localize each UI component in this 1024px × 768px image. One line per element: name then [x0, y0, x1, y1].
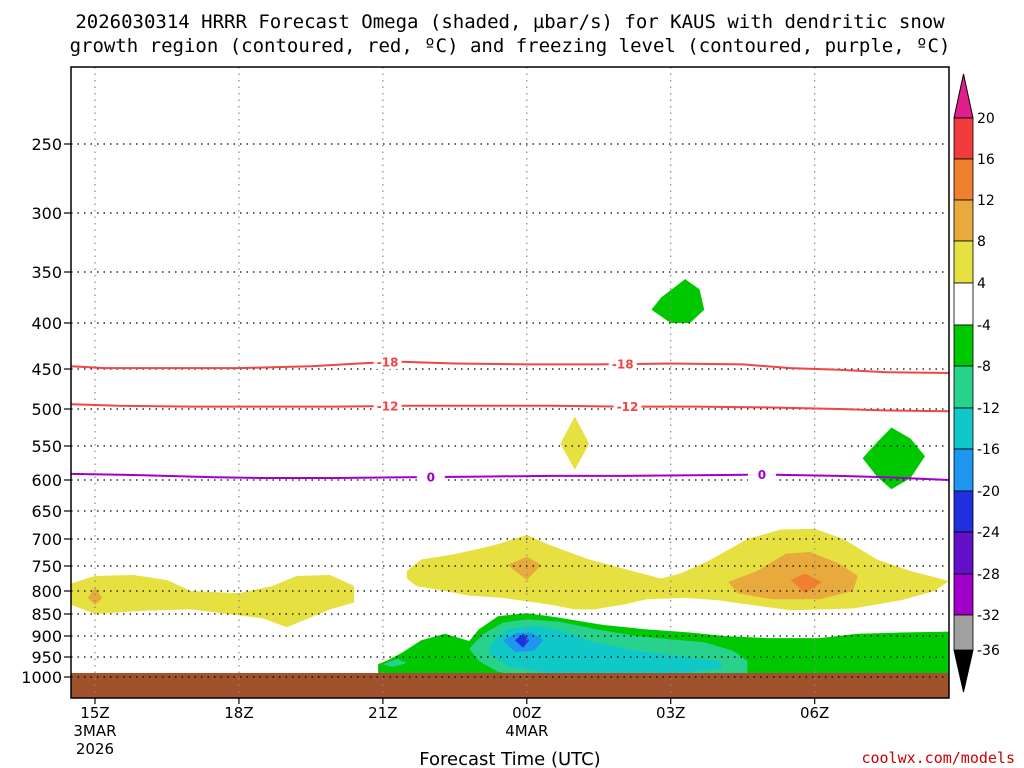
pressure-axis: 250 300 350 400 450 500 550 600 650 700 750 800 850 9… [21, 135, 71, 687]
dendritic-minus12-label-0: -12 [377, 400, 399, 414]
omega-minus4-right [862, 427, 925, 490]
ytick-label-950: 950 [31, 648, 62, 667]
dendritic-minus12-line [70, 403, 950, 413]
colorbar-bin-16-to-20 [953, 117, 974, 160]
dendritic-minus12-label-1: -12 [617, 400, 639, 414]
colorbar-bin--28-to--24 [953, 531, 974, 575]
ytick-label-850: 850 [31, 605, 62, 624]
freezing-level-0-label-bg [747, 466, 776, 482]
omega-minus20-low [514, 633, 530, 648]
colorbar-bin--32-to--28 [953, 573, 974, 616]
xtick-label-03Z-0: 03Z [656, 704, 685, 722]
dendritic-minus18-line [70, 360, 950, 374]
colorbar-overflow-high [953, 73, 974, 119]
freezing-level-0-label-0: 0 [427, 471, 435, 485]
contours: -18 -18 -12 -12 0 0 [70, 354, 950, 485]
ytick-label-750: 750 [31, 557, 62, 576]
colorbar-label--28: -28 [977, 567, 1000, 583]
omega-shading [71, 279, 950, 677]
colorbar-label-8: 8 [977, 234, 986, 250]
ytick-label-350: 350 [31, 263, 62, 282]
omega-plus4-diamond [560, 416, 590, 470]
colorbar-label-16: 16 [977, 152, 995, 168]
colorbar-label--4: -4 [977, 318, 991, 334]
dendritic-minus18-label-bg [608, 356, 637, 372]
colorbar-label--8: -8 [977, 359, 991, 375]
dendritic-minus12-label-bg [613, 398, 642, 414]
ytick-label-500: 500 [31, 400, 62, 419]
gridlines [71, 67, 949, 698]
colorbar-label--32: -32 [977, 608, 1000, 624]
colorbar-label-4: 4 [977, 276, 986, 292]
colorbar-label-20: 20 [977, 111, 995, 127]
chart-title-line-1: 2026030314 HRRR Forecast Omega (shaded, … [75, 11, 945, 33]
freezing-level-0-label-bg [416, 469, 445, 485]
ytick-label-900: 900 [31, 627, 62, 646]
xtick-label-00Z-1: 4MAR [505, 722, 548, 740]
colorbar-label-12: 12 [977, 193, 995, 209]
omega-plus8-midA [507, 556, 542, 580]
xtick-label-15Z-0: 15Z [80, 704, 109, 722]
xtick-label-18Z-0: 18Z [224, 704, 253, 722]
omega-plus12-midB [790, 573, 822, 594]
colorbar-bin--16-to--12 [953, 407, 974, 450]
ytick-label-800: 800 [31, 582, 62, 601]
colorbar-label--12: -12 [977, 401, 1000, 417]
dendritic-minus12-label-bg [373, 398, 402, 414]
omega-plus4-low-left [71, 575, 355, 628]
colorbar-bin--8-to--4 [953, 324, 974, 367]
ytick-label-600: 600 [31, 471, 62, 490]
xtick-label-15Z-1: 3MAR [73, 722, 116, 740]
xtick-label-15Z-2: 2026 [76, 740, 114, 758]
colorbar-label--24: -24 [977, 525, 1000, 541]
x-axis-label: Forecast Time (UTC) [419, 749, 600, 768]
dendritic-minus18-label-0: -18 [377, 356, 399, 370]
dendritic-minus18-label-1: -18 [612, 358, 634, 372]
ytick-label-400: 400 [31, 314, 62, 333]
colorbar-bin-4-to-8 [953, 240, 974, 284]
credit-text: coolwx.com/models [861, 749, 1015, 767]
colorbar-bin-12-to-16 [953, 158, 974, 201]
ytick-label-250: 250 [31, 135, 62, 154]
colorbar: 20 16 12 8 4 -4 -8 -12 -16 -20 -24 -28 -32 -36 [953, 73, 1000, 693]
colorbar-bin-8-to-12 [953, 199, 974, 242]
colorbar-bin--12-to--8 [953, 365, 974, 409]
ground-surface [71, 673, 949, 698]
colorbar-bin--36-to--32 [953, 614, 974, 651]
ytick-label-650: 650 [31, 502, 62, 521]
freezing-level-0-label-1: 0 [758, 468, 766, 482]
ytick-label-1000: 1000 [21, 668, 62, 687]
ytick-label-550: 550 [31, 437, 62, 456]
xtick-label-21Z-0: 21Z [368, 704, 397, 722]
dendritic-minus18-label-bg [373, 354, 402, 370]
omega-plus8-midB [728, 552, 858, 600]
ytick-label-450: 450 [31, 360, 62, 379]
omega-plus4-midright [406, 528, 949, 611]
plot-frame [70, 66, 950, 699]
freezing-level-0-line [70, 472, 950, 481]
colorbar-bin--4-to-4 [953, 282, 974, 326]
colorbar-label--20: -20 [977, 484, 1000, 500]
colorbar-label--36: -36 [977, 643, 1000, 659]
xtick-label-00Z-0: 00Z [512, 704, 541, 722]
ytick-label-700: 700 [31, 530, 62, 549]
chart-title-line-2: growth region (contoured, red, ºC) and f… [70, 35, 951, 57]
omega-minus4-upper [651, 279, 705, 323]
ytick-label-300: 300 [31, 204, 62, 223]
omega-minus12-low [488, 625, 724, 674]
colorbar-bin--20-to--16 [953, 448, 974, 492]
xtick-label-06Z-0: 06Z [800, 704, 829, 722]
colorbar-bin--24-to--20 [953, 490, 974, 533]
colorbar-label--16: -16 [977, 442, 1000, 458]
colorbar-overflow-low [953, 649, 974, 693]
omega-plus8-left [87, 587, 103, 605]
omega-minus8-nub [382, 659, 407, 667]
